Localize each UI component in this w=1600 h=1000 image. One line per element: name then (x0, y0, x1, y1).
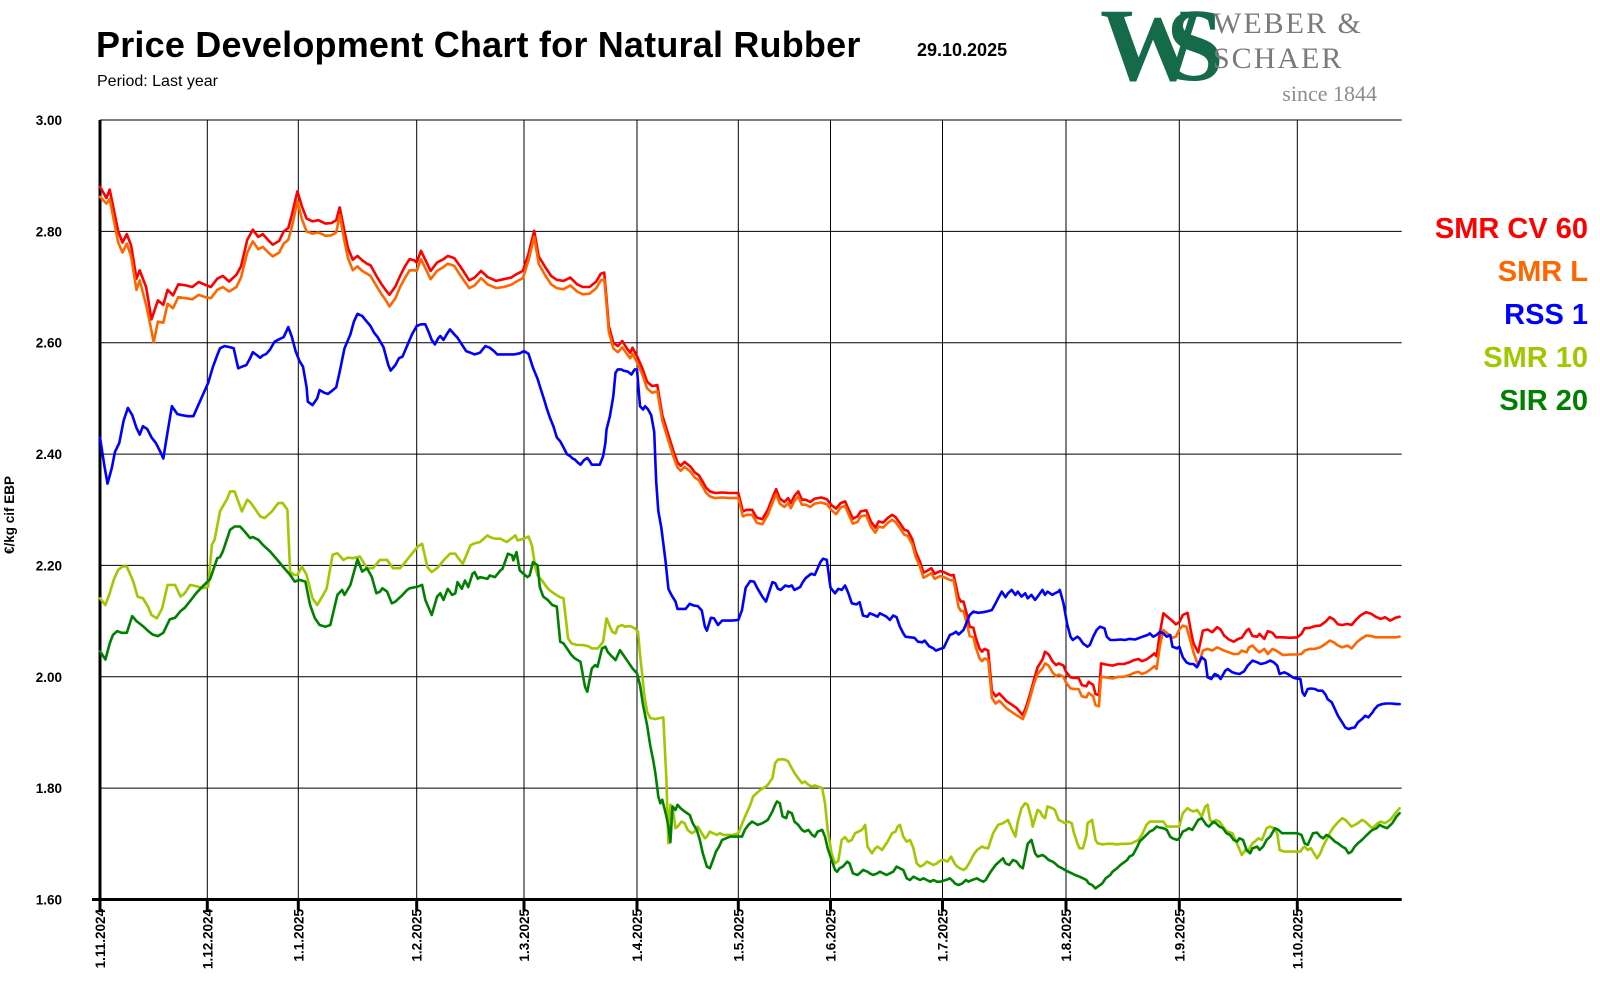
monogram-letter-w: W (1100, 0, 1204, 103)
x-tick-label: 1.1.2025 (291, 909, 306, 962)
x-tick-label: 1.4.2025 (630, 909, 645, 962)
monogram-letter-s: S (1166, 0, 1224, 103)
x-tick-label: 1.7.2025 (936, 909, 951, 962)
x-tick-label: 1.11.2024 (93, 909, 108, 969)
ws-monogram-icon: WS (1100, 0, 1224, 98)
x-tick-label: 1.8.2025 (1059, 909, 1074, 962)
x-tick-label: 1.9.2025 (1172, 909, 1187, 962)
y-tick-label: 3.00 (36, 113, 62, 128)
brand-line2: SCHAER (1213, 42, 1344, 75)
series-line-rss-1 (98, 312, 1401, 731)
y-tick-label: 2.80 (36, 224, 62, 239)
y-tick-label: 2.00 (36, 670, 62, 685)
y-tick-label: 2.60 (36, 336, 62, 351)
series-line-sir-20 (98, 525, 1401, 890)
y-axis-title: €/kg cif EBP (2, 476, 17, 554)
brand-tagline: since 1844 (1282, 81, 1377, 106)
x-tick-label: 1.3.2025 (517, 909, 532, 962)
chart-legend: SMR CV 60 SMR L RSS 1 SMR 10 SIR 20 (1435, 213, 1588, 417)
report-date: 29.10.2025 (917, 40, 1008, 60)
x-tick-label: 1.6.2025 (824, 909, 839, 962)
legend-item-smr-cv-60: SMR CV 60 (1434, 213, 1588, 245)
page-title: Price Development Chart for Natural Rubb… (96, 24, 861, 65)
x-tick-label: 1.12.2024 (200, 909, 215, 970)
series-line-smr-10 (98, 490, 1401, 872)
x-tick-label: 1.2.2025 (410, 909, 425, 962)
brand-line1: WEBER & (1213, 7, 1363, 40)
legend-item-smr-l: SMR L (1497, 256, 1588, 288)
y-tick-label: 1.60 (36, 893, 62, 908)
series-line-smr-l (98, 195, 1401, 721)
legend-item-smr-10: SMR 10 (1483, 342, 1588, 374)
y-tick-label: 2.20 (36, 558, 62, 573)
x-tick-label: 1.5.2025 (731, 909, 746, 962)
legend-item-sir-20: SIR 20 (1499, 385, 1588, 417)
y-tick-label: 1.80 (36, 781, 62, 796)
x-tick-label: 1.10.2025 (1290, 909, 1305, 970)
legend-item-rss-1: RSS 1 (1504, 299, 1588, 331)
period-label: Period: Last year (97, 73, 218, 90)
series-line-smr-cv-60 (98, 185, 1401, 717)
company-logo: WEBER & SCHAER since 1844 (1213, 6, 1377, 107)
y-tick-label: 2.40 (36, 447, 62, 462)
